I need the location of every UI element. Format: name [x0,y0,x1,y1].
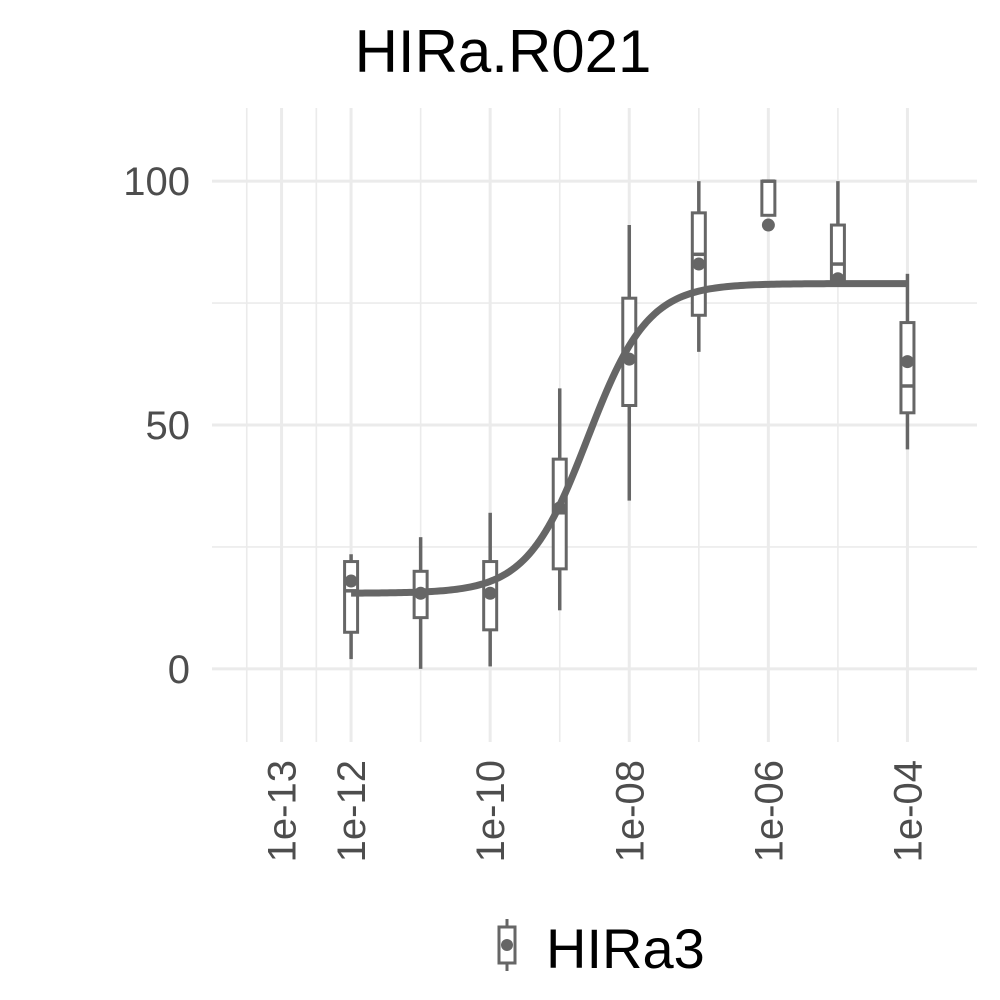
x-tick-label: 1e-12 [330,760,374,862]
legend-key [497,919,517,971]
y-tick-label: 100 [123,160,190,204]
box-mean-point [483,586,497,600]
x-tick-label: 1e-04 [886,760,930,862]
y-tick-label: 50 [146,404,191,448]
box-mean-point [761,218,775,232]
x-tick-label: 1e-06 [747,760,791,862]
x-tick-label: 1e-08 [608,760,652,862]
box-rect [343,560,360,634]
box [482,512,499,667]
y-tick-label: 0 [168,648,190,692]
y-axis-tick-labels: 0 50 100 [123,160,190,692]
box [829,181,846,286]
x-tick-label: 1e-13 [261,760,305,862]
box-mean-point [344,574,358,588]
box-mean-point [692,257,706,271]
box [412,537,429,669]
box-rect [760,179,777,217]
x-tick-label: 1e-10 [469,760,513,862]
chart-title: HIRa.R021 [355,18,652,85]
legend-point [501,939,513,951]
box [343,554,360,660]
legend-label: HIRa3 [546,917,705,980]
fit-curve [351,280,908,597]
box [690,181,707,352]
legend: HIRa3 [497,917,705,980]
box-mean-point [900,355,914,369]
box [621,225,638,501]
box [899,273,916,450]
x-axis-tick-labels: 1e-13 1e-12 1e-10 1e-08 1e-06 1e-04 [261,760,931,862]
box [760,179,777,232]
